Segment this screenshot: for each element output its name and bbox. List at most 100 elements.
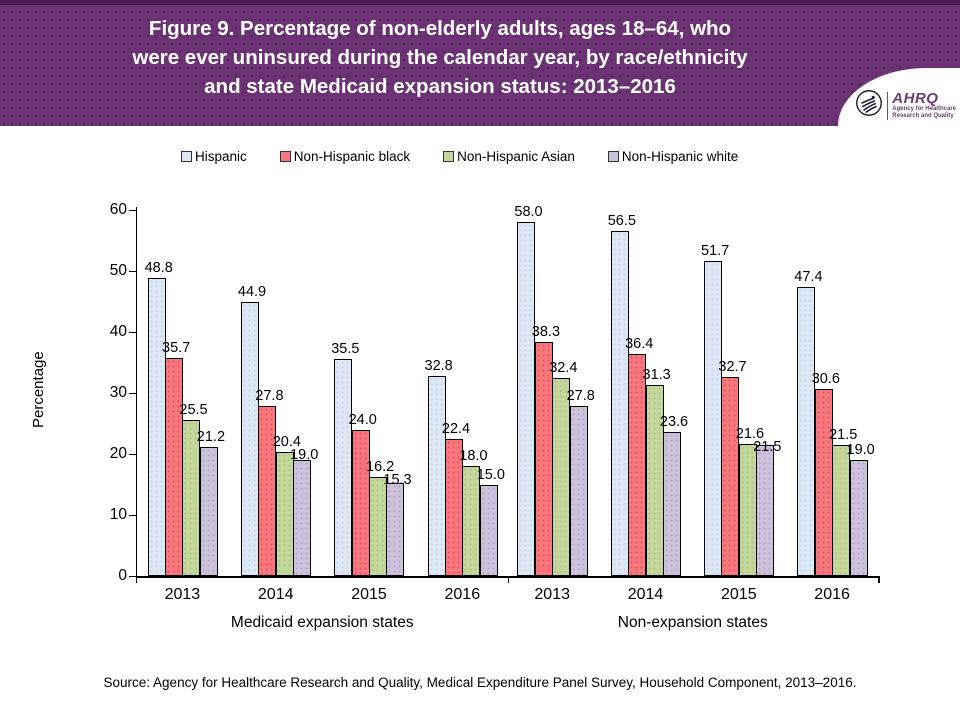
x-tick-label: 2013: [534, 586, 570, 603]
bar-value-label: 32.4: [549, 360, 578, 377]
bar-non-hispanic-asian: [275, 451, 294, 576]
bar-non-hispanic-asian: [462, 466, 481, 576]
x-tick-label: 2014: [257, 586, 294, 603]
y-tick: [129, 209, 136, 211]
legend-item: Non-Hispanic Asian: [443, 149, 575, 164]
ahrq-wordmark: AHRQ: [892, 90, 939, 107]
bar-value-label: 18.0: [459, 448, 488, 465]
y-tick-label: 10: [109, 506, 127, 523]
bar-value-label: 51.7: [701, 242, 730, 259]
x-tick-label: 2014: [627, 586, 664, 603]
bar-hispanic: [797, 286, 816, 576]
x-tick: [135, 577, 137, 583]
bar-value-label: 21.2: [196, 428, 226, 445]
bar-value-label: 19.0: [846, 442, 875, 459]
bar-non-hispanic-white: [386, 482, 405, 576]
bar-non-hispanic-asian: [832, 444, 851, 576]
bar-non-hispanic-black: [628, 353, 647, 576]
chart-legend: Hispanic Non-Hispanic black Non-Hispanic A…: [181, 149, 738, 164]
y-tick: [129, 392, 136, 394]
bar-value-label: 38.3: [531, 324, 561, 341]
legend-label: Non-Hispanic black: [293, 149, 411, 164]
bar-value-label: 32.8: [424, 357, 453, 374]
y-tick-label: 40: [109, 323, 127, 340]
source-note: Source: Agency for Healthcare Research a…: [103, 675, 857, 690]
hhs-eagle-icon: [855, 89, 883, 122]
x-tick: [878, 577, 880, 583]
ahrq-tagline-line-1: Agency for Healthcare: [892, 106, 956, 112]
y-tick-label: 30: [109, 384, 127, 401]
bar-non-hispanic-asian: [369, 477, 387, 576]
bar-value-label: 16.2: [366, 459, 395, 476]
legend-swatch: [181, 151, 192, 162]
y-axis-title: Percentage: [30, 351, 47, 429]
bar-non-hispanic-white: [293, 460, 312, 576]
bar-non-hispanic-asian: [182, 420, 201, 576]
y-tick: [129, 331, 136, 333]
legend-label: Hispanic: [195, 149, 247, 164]
bar-hispanic: [610, 231, 629, 576]
bar-value-label: 25.5: [179, 402, 208, 419]
bar-non-hispanic-black: [814, 389, 833, 576]
group-label: Non-expansion states: [617, 614, 768, 631]
bar-hispanic: [517, 222, 536, 576]
x-axis-line: [135, 576, 880, 578]
bar-value-label: 27.8: [566, 388, 595, 405]
bar-hispanic: [147, 278, 166, 576]
bar-hispanic: [240, 302, 259, 576]
figure-title-line-3: and state Medicaid expansion status: 201…: [204, 75, 676, 98]
bar-value-label: 15.0: [476, 466, 505, 483]
figure-title: Figure 9. Percentage of non-elderly adul…: [0, 14, 880, 101]
bar-hispanic: [334, 359, 353, 576]
bar-value-label: 20.4: [272, 433, 301, 450]
bar-value-label: 35.7: [162, 340, 191, 357]
bar-non-hispanic-black: [721, 376, 740, 576]
bar-hispanic: [704, 260, 722, 576]
header-banner: Figure 9. Percentage of non-elderly adul…: [0, 0, 960, 126]
bar-non-hispanic-black: [534, 342, 553, 576]
bar-non-hispanic-black: [165, 358, 183, 576]
bar-value-label: 27.8: [255, 388, 284, 405]
legend-item: Non-Hispanic black: [279, 149, 411, 164]
bar-value-label: 24.0: [348, 411, 377, 428]
group-label: Medicaid expansion states: [230, 614, 414, 631]
bar-value-label: 21.5: [753, 439, 782, 456]
bar-hispanic: [427, 375, 446, 576]
legend-swatch: [279, 151, 291, 162]
figure-title-line-1: Figure 9. Percentage of non-elderly adul…: [148, 17, 732, 40]
x-tick-label: 2015: [721, 586, 757, 603]
y-tick: [129, 453, 136, 455]
y-tick: [129, 575, 136, 577]
bar-value-label: 32.7: [718, 358, 747, 375]
bar-non-hispanic-asian: [552, 378, 571, 576]
y-tick-label: 60: [109, 201, 127, 218]
x-tick-label: 2016: [814, 586, 850, 603]
bar-value-label: 19.0: [290, 446, 319, 463]
bar-non-hispanic-white: [756, 444, 775, 576]
bar-value-label: 58.0: [514, 204, 543, 221]
y-tick-label: 0: [118, 567, 127, 584]
bar-non-hispanic-asian: [738, 444, 757, 576]
bar-value-label: 36.4: [625, 335, 654, 352]
bar-non-hispanic-white: [849, 460, 868, 576]
legend-item: Non-Hispanic white: [607, 149, 738, 164]
bar-value-label: 21.6: [735, 426, 765, 443]
legend-label: Non-Hispanic Asian: [457, 149, 575, 164]
bar-value-label: 22.4: [441, 421, 471, 438]
bar-non-hispanic-black: [258, 406, 277, 576]
y-axis-line: [135, 207, 137, 578]
bar-value-label: 30.6: [811, 371, 840, 388]
x-tick-label: 2016: [444, 586, 481, 603]
y-tick-label: 50: [109, 262, 127, 279]
legend-swatch: [443, 151, 455, 162]
bar-non-hispanic-white: [569, 406, 588, 576]
bar-value-label: 48.8: [144, 260, 173, 277]
header-top-strip: [0, 0, 960, 5]
bar-non-hispanic-white: [662, 432, 681, 576]
bar-value-label: 56.5: [607, 213, 636, 230]
y-tick: [129, 270, 136, 272]
bar-non-hispanic-white: [479, 484, 498, 576]
legend-swatch: [607, 151, 619, 162]
x-tick: [507, 577, 509, 583]
